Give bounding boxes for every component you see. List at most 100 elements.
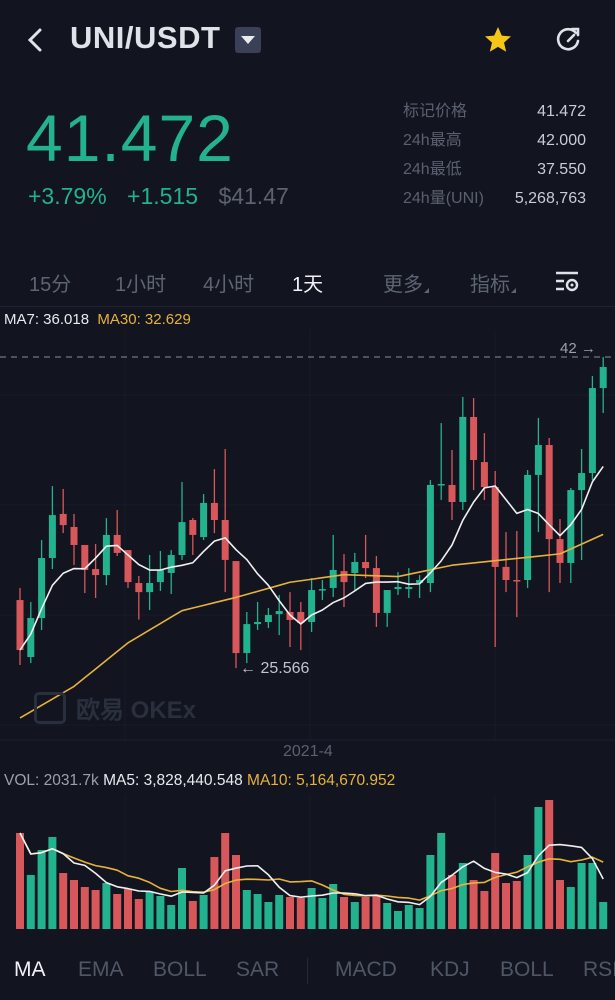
candle-down <box>221 519 229 560</box>
tab-kdj[interactable]: KDJ <box>430 958 470 981</box>
candle-up <box>48 515 56 559</box>
tab-1h[interactable]: 1小时 <box>115 274 167 296</box>
volume-bar <box>188 900 197 929</box>
tab-ma[interactable]: MA <box>14 958 46 981</box>
volume-bar <box>556 879 564 929</box>
candle-up <box>437 484 445 486</box>
volume-bar <box>134 899 143 929</box>
tab-boll-sub[interactable]: BOLL <box>500 958 554 981</box>
candle-down <box>340 571 348 583</box>
tab-sar[interactable]: SAR <box>236 958 280 981</box>
candle-up <box>383 590 391 613</box>
candle-down <box>545 445 553 540</box>
volume-bar <box>588 863 597 929</box>
tab-15m[interactable]: 15分 <box>29 274 72 296</box>
candle-up <box>178 522 186 556</box>
candle-down <box>556 539 564 563</box>
stat-24h-low: 24h最低 37.550 <box>403 155 586 184</box>
volume-bar <box>404 904 413 929</box>
vol-ma5-line <box>19 832 604 906</box>
candle-down <box>81 544 89 570</box>
high-price-marker: 42 → <box>560 340 596 357</box>
vol-value: VOL: 2031.7k <box>4 772 99 789</box>
candle-up <box>167 555 175 573</box>
stat-mark-price: 标记价格 41.472 <box>403 97 586 126</box>
okex-watermark: 欧易 OKEx <box>34 690 196 725</box>
ticker-stats: 标记价格 41.472 24h最高 42.000 24h最低 37.550 24h量(… <box>403 97 586 213</box>
volume-bar <box>350 902 359 929</box>
candle-down <box>502 566 510 580</box>
candle-down <box>135 583 143 593</box>
tab-ema[interactable]: EMA <box>78 958 124 981</box>
volume-bar <box>502 883 510 929</box>
stat-24h-volume: 24h量(UNI) 5,268,763 <box>403 184 586 213</box>
candle-down <box>470 417 478 460</box>
stat-label: 标记价格 <box>403 103 468 120</box>
ma-legend: MA7: 36.018 MA30: 32.629 <box>4 311 191 328</box>
candle-up <box>156 569 164 583</box>
candle-up <box>534 445 542 475</box>
caret-down-icon[interactable] <box>235 27 261 53</box>
more-label: 更多 <box>383 274 423 296</box>
volume-bar <box>448 874 456 929</box>
volume-bar <box>242 889 251 929</box>
candle-up <box>200 502 208 538</box>
candle-down <box>491 487 499 567</box>
candle-up <box>146 583 154 593</box>
volume-bar <box>296 898 305 929</box>
volume-bar <box>167 904 176 929</box>
indicators-label: 指标 <box>470 274 510 296</box>
star-icon[interactable] <box>482 24 514 56</box>
stat-label: 24h最低 <box>403 161 462 178</box>
volume-bar <box>199 894 208 929</box>
date-axis-label: 2021-4 <box>283 743 333 760</box>
volume-bar <box>545 799 554 929</box>
volume-bar <box>70 879 78 929</box>
candle-up <box>318 589 326 591</box>
candle-up <box>329 569 337 588</box>
ma30-line <box>19 533 604 719</box>
volume-bar <box>512 880 521 929</box>
low-price-marker: ← 25.566 <box>240 660 310 677</box>
more-dropdown[interactable]: 更多 <box>383 268 429 297</box>
tab-boll-main[interactable]: BOLL <box>153 958 207 981</box>
tab-rsi[interactable]: RSI <box>583 958 615 981</box>
indicator-tabs: MA EMA BOLL SAR MACD KDJ BOLL RSI <box>0 952 615 992</box>
volume-legend: VOL: 2031.7k MA5: 3,828,440.548 MA10: 5,… <box>4 772 395 790</box>
stat-24h-high: 24h最高 42.000 <box>403 126 586 155</box>
divider <box>0 306 615 307</box>
chevron-left-icon[interactable] <box>22 22 50 58</box>
volume-bar <box>394 910 402 929</box>
candle-up <box>275 611 283 615</box>
refresh-icon[interactable] <box>552 24 584 56</box>
volume-bar <box>577 863 586 929</box>
volume-bar <box>383 903 392 929</box>
volume-bar <box>458 863 467 929</box>
volume-bar <box>26 874 35 929</box>
volume-bar <box>491 853 500 929</box>
volume-bar <box>469 879 478 929</box>
candle-down <box>124 550 132 583</box>
ma30-value: MA30: 32.629 <box>97 311 191 328</box>
tab-4h[interactable]: 4小时 <box>203 274 255 296</box>
tab-1d[interactable]: 1天 <box>292 274 324 296</box>
volume-bar <box>59 873 68 929</box>
candle-down <box>362 562 370 569</box>
volume-bar <box>221 833 230 929</box>
chart-settings-icon[interactable] <box>554 268 580 294</box>
change-percent: +3.79% <box>28 183 107 209</box>
volume-bar <box>16 833 24 929</box>
stat-label: 24h最高 <box>403 132 462 149</box>
volume-bar <box>37 849 46 929</box>
pair-title[interactable]: UNI/USDT <box>70 20 221 55</box>
indicators-dropdown[interactable]: 指标 <box>470 268 516 297</box>
candle-down <box>513 579 521 582</box>
watermark-text: 欧易 OKEx <box>76 697 197 724</box>
last-price: 41.472 <box>26 101 234 175</box>
volume-bar <box>599 901 608 929</box>
candle-up <box>426 484 434 584</box>
tab-macd[interactable]: MACD <box>335 958 397 981</box>
candle-down <box>297 611 305 623</box>
candle-up <box>264 615 272 623</box>
